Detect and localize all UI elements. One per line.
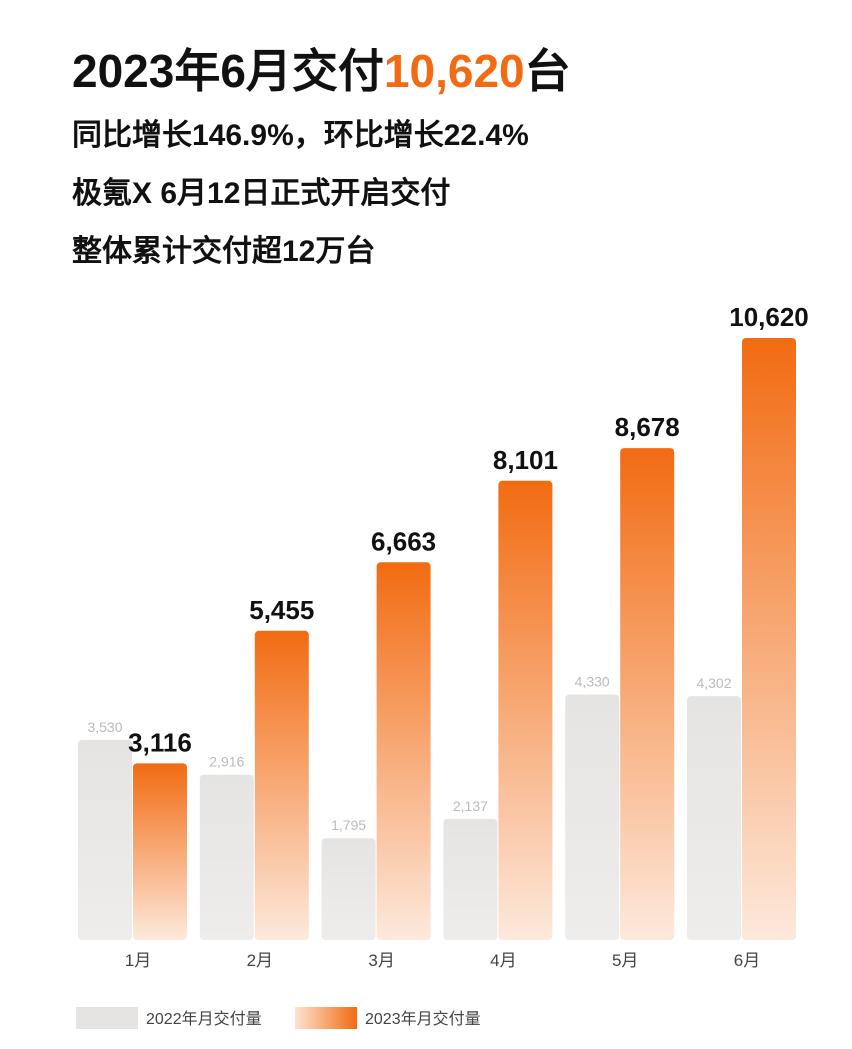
title-highlight: 10,620 xyxy=(384,45,525,97)
x-tick-label: 6月 xyxy=(734,951,760,970)
bar xyxy=(254,630,309,940)
data-label: 6,663 xyxy=(371,526,436,556)
subtitle: 极氪X 6月12日正式开启交付 xyxy=(72,176,450,210)
legend-label: 2023年月交付量 xyxy=(365,1010,481,1028)
bar xyxy=(78,739,132,940)
data-label: 3,530 xyxy=(87,719,122,735)
data-label: 2,137 xyxy=(453,798,488,814)
bar xyxy=(742,338,796,940)
data-label: 8,101 xyxy=(493,445,558,475)
title-text: 2023年6月交付 xyxy=(72,45,384,97)
title-text: 台 xyxy=(525,45,571,97)
subtitle: 同比增长146.9%，环比增长22.4% xyxy=(72,119,529,152)
chart-title: 2023年6月交付10,620台 xyxy=(72,45,571,97)
data-label: 10,620 xyxy=(729,302,809,332)
data-label: 1,795 xyxy=(331,817,366,833)
x-tick-label: 3月 xyxy=(368,951,394,970)
x-tick-label: 1月 xyxy=(125,951,151,970)
bar xyxy=(199,774,254,940)
legend-swatch xyxy=(76,1007,138,1029)
data-label: 4,330 xyxy=(575,674,610,690)
subtitle: 整体累计交付超12万台 xyxy=(72,234,375,268)
bar xyxy=(620,448,675,940)
data-label: 2,916 xyxy=(209,754,244,770)
bar xyxy=(376,562,431,940)
legend-swatch xyxy=(295,1007,357,1029)
bar xyxy=(687,696,741,940)
bar xyxy=(443,818,498,940)
data-label: 5,455 xyxy=(249,595,314,625)
bar xyxy=(133,763,187,940)
bar xyxy=(321,838,376,940)
legend-label: 2022年月交付量 xyxy=(146,1010,262,1028)
x-tick-label: 5月 xyxy=(612,951,638,970)
data-label: 4,302 xyxy=(696,675,731,691)
x-tick-label: 4月 xyxy=(490,951,516,970)
data-label: 8,678 xyxy=(615,412,680,442)
bar xyxy=(565,694,620,940)
bar xyxy=(498,480,553,940)
data-label: 3,116 xyxy=(128,727,192,757)
x-tick-label: 2月 xyxy=(247,951,273,970)
